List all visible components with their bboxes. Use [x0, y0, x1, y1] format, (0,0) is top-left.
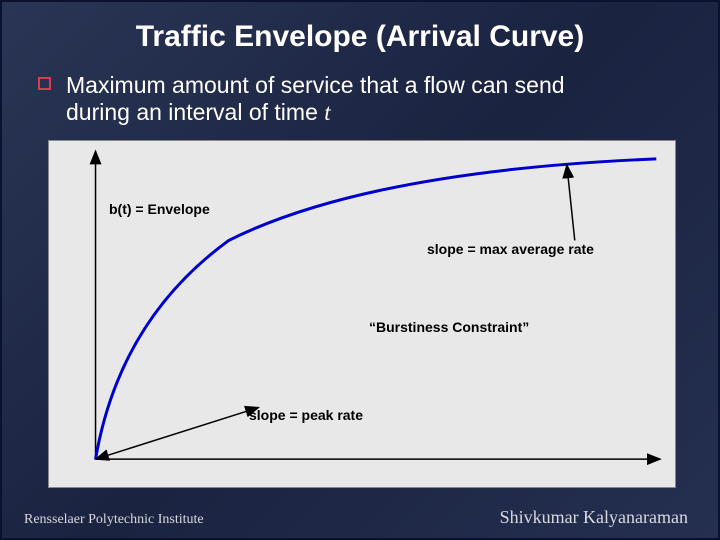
- chart-svg: [49, 141, 675, 487]
- footer-left: Rensselaer Polytechnic Institute: [24, 512, 204, 528]
- peak-rate-arrow: [96, 407, 259, 459]
- slide: Traffic Envelope (Arrival Curve) Maximum…: [0, 0, 720, 540]
- body-line2-var: t: [324, 100, 330, 125]
- body-line1: Maximum amount of service that a flow ca…: [66, 72, 565, 98]
- body-text: Maximum amount of service that a flow ca…: [2, 64, 718, 126]
- avg-rate-arrow: [567, 165, 575, 241]
- label-burstiness: “Burstiness Constraint”: [369, 319, 529, 335]
- chart-area: b(t) = Envelope slope = max average rate…: [48, 140, 676, 488]
- label-envelope: b(t) = Envelope: [109, 201, 210, 217]
- footer-right: Shivkumar Kalyanaraman: [500, 507, 688, 528]
- label-peak-rate: slope = peak rate: [249, 407, 363, 423]
- label-avg-rate: slope = max average rate: [427, 241, 594, 257]
- slide-title: Traffic Envelope (Arrival Curve): [2, 2, 718, 64]
- body-line2-prefix: during an interval of time: [66, 99, 324, 125]
- bullet-icon: [38, 77, 51, 90]
